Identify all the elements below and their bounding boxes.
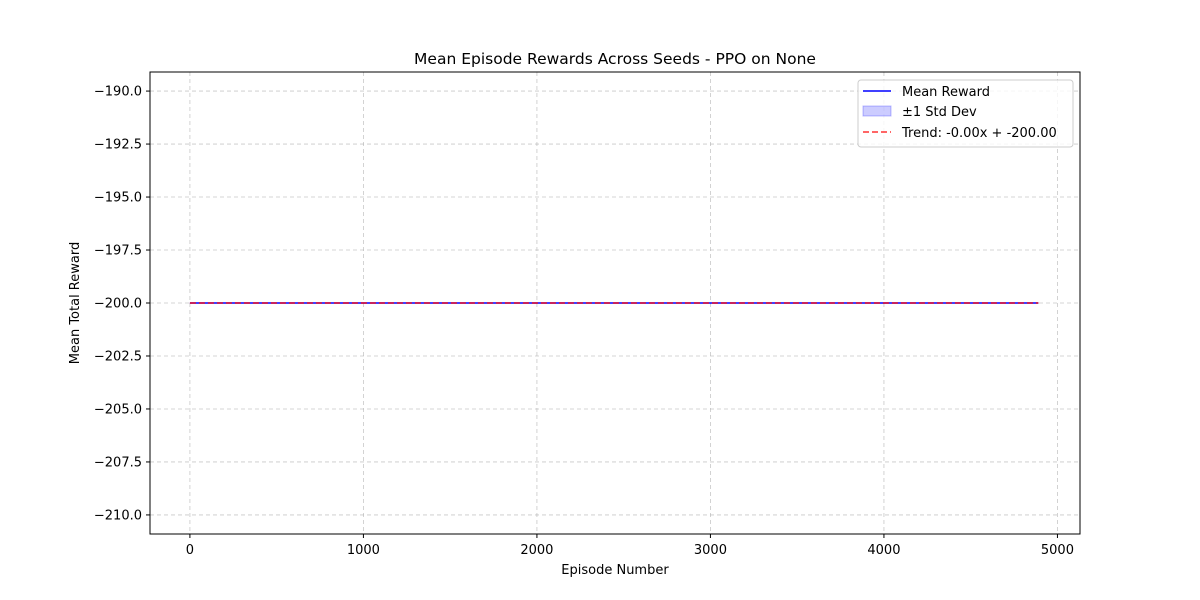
y-axis-title: Mean Total Reward bbox=[68, 242, 83, 364]
y-tick-label: −190.0 bbox=[94, 85, 142, 100]
y-tick-label: −200.0 bbox=[94, 297, 142, 312]
grid-layer bbox=[150, 72, 1080, 534]
chart-title: Mean Episode Rewards Across Seeds - PPO … bbox=[414, 50, 816, 68]
x-tick-label: 1000 bbox=[347, 543, 380, 558]
legend-std-dev-label: ±1 Std Dev bbox=[902, 105, 977, 120]
x-tick-label: 2000 bbox=[520, 543, 553, 558]
legend-trend-label: Trend: -0.00x + -200.00 bbox=[901, 126, 1057, 141]
y-tick-label: −192.5 bbox=[94, 138, 142, 153]
y-tick-label: −205.0 bbox=[94, 402, 142, 417]
x-tick-label: 0 bbox=[186, 543, 194, 558]
legend-box bbox=[857, 79, 1074, 148]
x-tick-label: 4000 bbox=[867, 543, 900, 558]
y-tick-label: −202.5 bbox=[94, 349, 142, 364]
y-axis-ticks: −190.0 −192.5 −195.0 −197.5 −200.0 −202.5 −205… bbox=[94, 85, 150, 523]
y-tick-label: −210.0 bbox=[94, 508, 142, 523]
y-tick-label: −195.0 bbox=[94, 191, 142, 206]
legend-std-dev-swatch bbox=[862, 105, 892, 117]
x-tick-label: 3000 bbox=[694, 543, 727, 558]
x-axis-title: Episode Number bbox=[561, 563, 669, 578]
legend: Mean Reward ±1 Std Dev Trend: -0.00x + -… bbox=[857, 79, 1074, 148]
y-tick-label: −197.5 bbox=[94, 244, 142, 259]
x-axis-ticks: 0 1000 2000 3000 4000 5000 bbox=[186, 534, 1074, 558]
x-tick-label: 5000 bbox=[1041, 543, 1074, 558]
y-tick-label: −207.5 bbox=[94, 455, 142, 470]
legend-mean-reward-label: Mean Reward bbox=[902, 85, 990, 100]
